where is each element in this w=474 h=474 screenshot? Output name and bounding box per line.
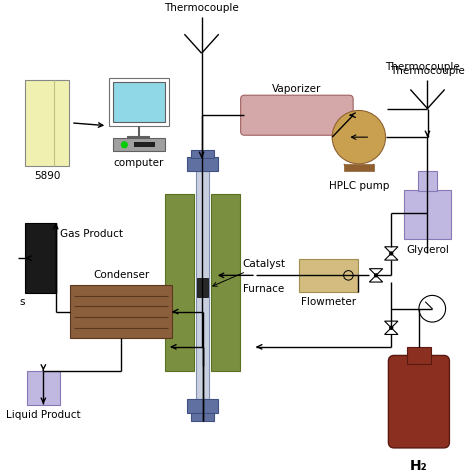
Bar [344,164,374,172]
Polygon shape [384,254,398,260]
Bar [191,413,214,421]
Text: s: s [19,297,25,307]
Bar [187,157,218,171]
Bar [134,142,155,146]
Circle shape [121,142,127,147]
Bar [191,149,214,158]
Polygon shape [369,275,383,282]
Bar [25,80,69,166]
Polygon shape [369,269,383,275]
Bar [113,138,165,152]
Text: Thermocouple: Thermocouple [164,3,239,13]
Circle shape [390,327,392,329]
Text: Liquid Product: Liquid Product [6,410,81,420]
Text: Thermocouple: Thermocouple [390,66,465,76]
FancyBboxPatch shape [241,95,353,135]
Circle shape [332,110,385,164]
Text: computer: computer [113,158,164,168]
Polygon shape [384,328,398,335]
Bar [407,347,431,364]
Text: HPLC pump: HPLC pump [328,181,389,191]
Text: Catalyst: Catalyst [213,259,285,286]
Circle shape [374,274,377,277]
Bar [25,223,56,293]
Text: Thermocouple: Thermocouple [385,62,460,73]
Text: Flowmeter: Flowmeter [301,297,356,307]
Text: Glycerol: Glycerol [406,245,449,255]
Circle shape [390,252,392,255]
FancyBboxPatch shape [388,356,449,448]
Bar [27,371,60,405]
Bar [165,194,194,371]
Bar [187,399,218,413]
Bar [109,78,169,126]
Circle shape [419,295,446,322]
Bar [299,259,358,292]
Polygon shape [384,247,398,254]
Bar [211,194,240,371]
Bar [196,171,209,399]
Text: Condenser: Condenser [93,270,149,280]
Bar [418,171,437,191]
Bar [70,285,172,338]
Bar [404,190,451,239]
Text: Vaporizer: Vaporizer [272,84,321,94]
Polygon shape [384,321,398,328]
Bar [113,82,165,122]
Text: Gas Product: Gas Product [61,228,124,238]
Bar [197,278,208,297]
Text: Furnace: Furnace [243,284,284,294]
Text: 5890: 5890 [34,172,60,182]
Text: H₂: H₂ [410,459,428,474]
